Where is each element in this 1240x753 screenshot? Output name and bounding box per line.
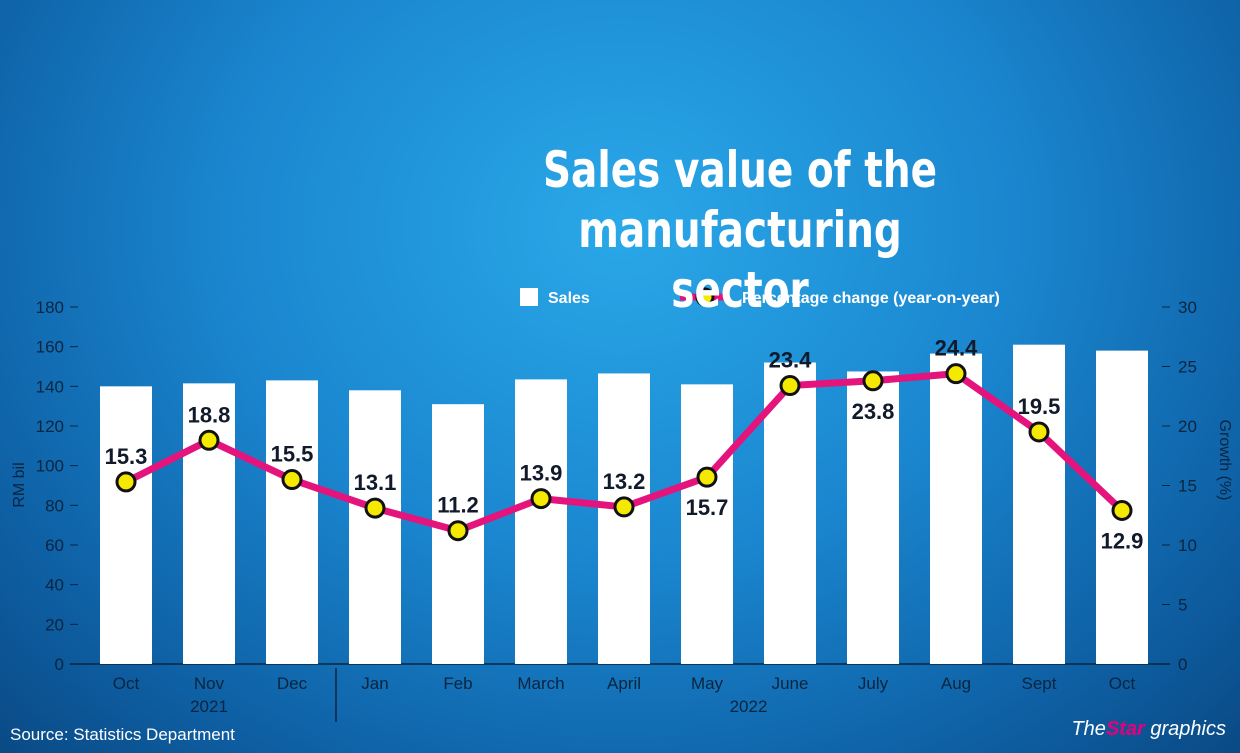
bar bbox=[349, 390, 401, 664]
growth-marker bbox=[613, 496, 635, 518]
y-tick-label: 40 bbox=[45, 576, 64, 595]
y-tick-label: 120 bbox=[36, 417, 64, 436]
y2-tick-label: 20 bbox=[1178, 417, 1197, 436]
legend-label-sales: Sales bbox=[548, 290, 590, 307]
data-label: 24.4 bbox=[935, 336, 979, 361]
y-tick-label: 100 bbox=[36, 457, 64, 476]
x-tick-label: Jan bbox=[361, 674, 388, 693]
data-label: 12.9 bbox=[1101, 528, 1144, 553]
y2-tick-label: 30 bbox=[1178, 298, 1197, 317]
x-tick-label: June bbox=[772, 674, 809, 693]
legend-swatch-sales bbox=[520, 288, 538, 306]
x-tick-label: Feb bbox=[443, 674, 472, 693]
legend-marker bbox=[695, 287, 715, 307]
y2-axis-label: Growth (%) bbox=[1216, 420, 1233, 501]
x-tick-label: April bbox=[607, 674, 641, 693]
data-label: 11.2 bbox=[437, 493, 479, 518]
y2-tick-label: 10 bbox=[1178, 536, 1197, 555]
source-note: Source: Statistics Department bbox=[10, 725, 235, 744]
y2-tick-label: 5 bbox=[1178, 596, 1187, 615]
data-label: 15.5 bbox=[271, 442, 314, 467]
growth-marker bbox=[447, 520, 469, 542]
x-tick-label: March bbox=[517, 674, 564, 693]
x-tick-label: May bbox=[691, 674, 724, 693]
y-tick-label: 20 bbox=[45, 615, 64, 634]
bar bbox=[1013, 344, 1065, 664]
x-tick-label: Nov bbox=[194, 674, 225, 693]
y-tick-label: 160 bbox=[36, 338, 64, 357]
data-label: 19.5 bbox=[1018, 394, 1061, 419]
x-tick-label: Aug bbox=[941, 674, 971, 693]
growth-marker bbox=[696, 466, 718, 488]
y-tick-label: 60 bbox=[45, 536, 64, 555]
bar bbox=[681, 384, 733, 664]
y-tick-label: 140 bbox=[36, 377, 64, 396]
data-label: 18.8 bbox=[188, 402, 231, 427]
y2-tick-label: 15 bbox=[1178, 477, 1197, 496]
data-label: 13.9 bbox=[520, 461, 563, 486]
growth-marker bbox=[115, 471, 137, 493]
x-tick-label: Sept bbox=[1022, 674, 1057, 693]
growth-marker bbox=[1111, 499, 1133, 521]
bar bbox=[598, 373, 650, 664]
x-tick-label: Oct bbox=[113, 674, 140, 693]
data-label: 23.4 bbox=[769, 348, 813, 373]
growth-marker bbox=[198, 429, 220, 451]
bar bbox=[266, 380, 318, 664]
data-label: 13.2 bbox=[603, 469, 646, 494]
y-tick-label: 80 bbox=[45, 496, 64, 515]
bar bbox=[847, 371, 899, 664]
data-label: 13.1 bbox=[354, 470, 397, 495]
data-label: 15.7 bbox=[686, 495, 729, 520]
y-axis-label: RM bil bbox=[11, 462, 28, 507]
y-tick-label: 180 bbox=[36, 298, 64, 317]
growth-marker bbox=[281, 469, 303, 491]
y-tick-label: 0 bbox=[55, 655, 64, 674]
chart-title: Sales value of the manufacturing sector bbox=[542, 141, 938, 319]
bar bbox=[764, 362, 816, 664]
brand-logo: TheStar graphics bbox=[1071, 718, 1226, 740]
legend-label-growth: Percentage change (year-on-year) bbox=[742, 290, 1000, 307]
y2-tick-label: 0 bbox=[1178, 655, 1187, 674]
bar bbox=[100, 386, 152, 664]
growth-marker bbox=[779, 375, 801, 397]
year-label: 2022 bbox=[730, 697, 768, 716]
year-label: 2021 bbox=[190, 697, 228, 716]
x-tick-label: Oct bbox=[1109, 674, 1136, 693]
data-label: 23.8 bbox=[852, 399, 895, 424]
growth-marker bbox=[1028, 421, 1050, 443]
y2-tick-label: 25 bbox=[1178, 358, 1197, 377]
data-label: 15.3 bbox=[105, 444, 148, 469]
growth-marker bbox=[530, 488, 552, 510]
growth-marker bbox=[364, 497, 386, 519]
x-tick-label: July bbox=[858, 674, 889, 693]
growth-marker bbox=[945, 363, 967, 385]
growth-marker bbox=[862, 370, 884, 392]
x-tick-label: Dec bbox=[277, 674, 308, 693]
bar bbox=[515, 379, 567, 664]
bar bbox=[930, 353, 982, 664]
